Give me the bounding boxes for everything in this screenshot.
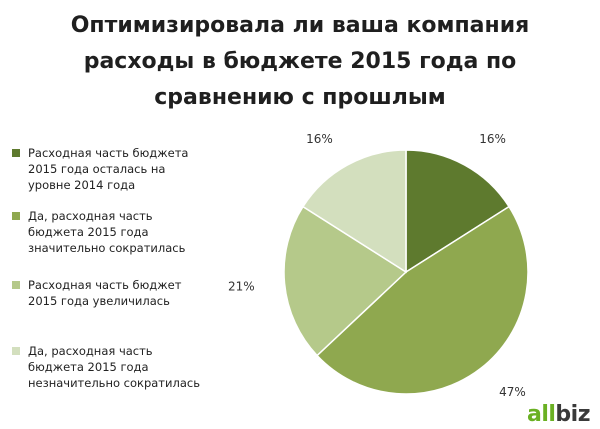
legend-item-1: Расходная часть бюджета 2015 года остала…	[12, 145, 238, 193]
legend-swatch	[12, 149, 20, 157]
legend-swatch	[12, 347, 20, 355]
legend-swatch	[12, 212, 20, 220]
brand-logo-part1: all	[526, 402, 556, 427]
pie-slice-3	[283, 205, 408, 357]
title-line-3: сравнению с прошлым	[154, 85, 446, 110]
title-line-1: Оптимизировала ли ваша компания	[70, 13, 530, 38]
pie-label-3: 21%	[228, 279, 255, 293]
legend-item-2: Да, расходная часть бюджета 2015 года зн…	[12, 208, 238, 256]
legend-label: Да, расходная часть бюджета 2015 года зн…	[28, 209, 186, 255]
legend-label: Расходная часть бюджета 2015 года остала…	[28, 146, 189, 192]
brand-logo: allbiz	[526, 402, 591, 427]
legend-swatch	[12, 281, 20, 289]
pie-slice-1	[405, 149, 511, 274]
title-line-2: расходы в бюджете 2015 года по	[83, 49, 517, 74]
pie-slice-2	[316, 205, 529, 395]
pie-label-1: 16%	[479, 132, 506, 146]
brand-logo-part2: biz	[555, 402, 590, 427]
legend-item-4: Да, расходная часть бюджета 2015 года не…	[12, 343, 238, 391]
legend-item-3: Расходная часть бюджет 2015 года увеличи…	[12, 277, 238, 309]
pie-label-4: 16%	[306, 132, 333, 146]
pie-label-2: 47%	[499, 385, 526, 399]
legend-label: Расходная часть бюджет 2015 года увеличи…	[28, 278, 182, 308]
pie-slice-4	[301, 149, 407, 274]
legend-label: Да, расходная часть бюджета 2015 года не…	[28, 344, 200, 390]
chart-title: Оптимизировала ли ваша компания расходы …	[20, 8, 580, 116]
